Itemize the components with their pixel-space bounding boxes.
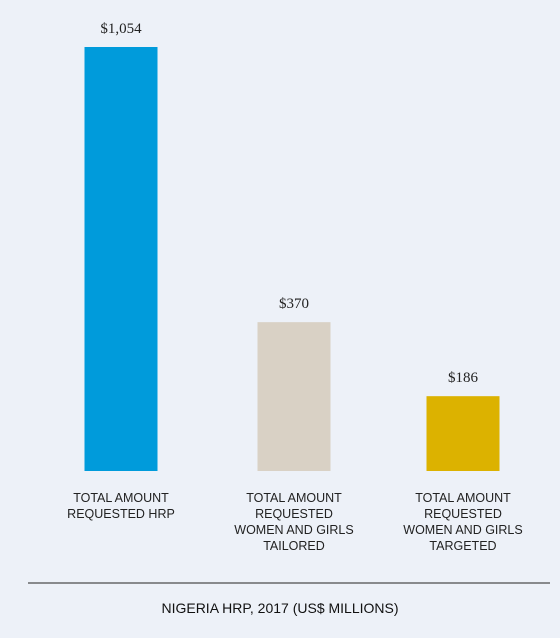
chart-title: NIGERIA HRP, 2017 (US$ MILLIONS) — [161, 600, 399, 616]
bar — [426, 396, 500, 471]
category-label: TOTAL AMOUNT REQUESTED WOMEN AND GIRLS T… — [234, 491, 354, 553]
category-label: TOTAL AMOUNT REQUESTED WOMEN AND GIRLS T… — [403, 491, 523, 553]
bar — [84, 47, 158, 471]
value-label: $370 — [279, 296, 309, 312]
bar — [257, 322, 331, 471]
category-label: TOTAL AMOUNT REQUESTED HRP — [67, 491, 175, 521]
value-label: $1,054 — [100, 21, 142, 37]
value-label: $186 — [448, 370, 479, 386]
